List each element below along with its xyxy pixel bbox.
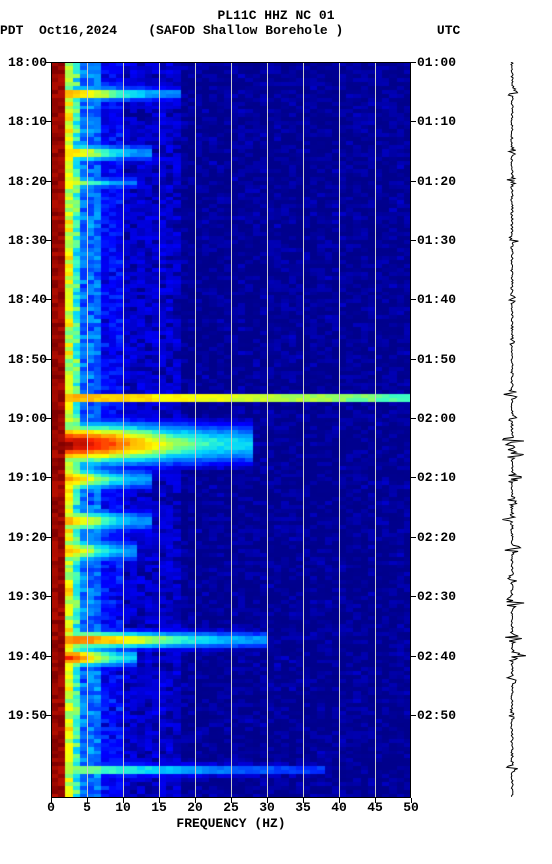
y-tick-right: 02:00 bbox=[417, 411, 456, 426]
y-tickmark bbox=[46, 715, 51, 716]
x-axis-label: FREQUENCY (HZ) bbox=[51, 816, 411, 831]
x-tickmark bbox=[339, 798, 340, 803]
station-code: PL11C HHZ NC 01 bbox=[0, 8, 552, 23]
y-tick-right: 02:40 bbox=[417, 649, 456, 664]
y-tick-right: 01:40 bbox=[417, 292, 456, 307]
y-tickmark bbox=[411, 537, 416, 538]
y-tick-left: 19:40 bbox=[8, 649, 47, 664]
y-tickmark bbox=[411, 240, 416, 241]
y-tickmark bbox=[411, 418, 416, 419]
date-line: PDT Oct16,2024 (SAFOD Shallow Borehole )… bbox=[0, 23, 552, 38]
gridline bbox=[231, 62, 232, 798]
y-tick-right: 02:20 bbox=[417, 530, 456, 545]
gridline bbox=[123, 62, 124, 798]
y-tick-right: 01:30 bbox=[417, 233, 456, 248]
y-tick-left: 18:10 bbox=[8, 114, 47, 129]
y-tick-left: 18:30 bbox=[8, 233, 47, 248]
y-tickmark bbox=[411, 596, 416, 597]
y-tickmark bbox=[46, 656, 51, 657]
y-tickmark bbox=[46, 418, 51, 419]
spectrogram-plot bbox=[51, 62, 411, 798]
y-tick-left: 18:40 bbox=[8, 292, 47, 307]
y-tickmark bbox=[411, 477, 416, 478]
y-tick-right: 01:20 bbox=[417, 174, 456, 189]
y-tickmark bbox=[46, 299, 51, 300]
y-tickmark bbox=[46, 62, 51, 63]
figure-header: PL11C HHZ NC 01 PDT Oct16,2024 (SAFOD Sh… bbox=[0, 8, 552, 38]
y-tickmark bbox=[411, 299, 416, 300]
y-tickmark bbox=[46, 537, 51, 538]
y-tickmark bbox=[46, 181, 51, 182]
y-tickmark bbox=[46, 596, 51, 597]
x-tickmark bbox=[375, 798, 376, 803]
y-tick-right: 02:30 bbox=[417, 589, 456, 604]
y-tick-left: 19:30 bbox=[8, 589, 47, 604]
gridline bbox=[159, 62, 160, 798]
y-tickmark bbox=[46, 121, 51, 122]
y-tickmark bbox=[411, 715, 416, 716]
seismogram-trace bbox=[488, 62, 536, 798]
y-tickmark bbox=[411, 359, 416, 360]
x-tickmark bbox=[195, 798, 196, 803]
y-tickmark bbox=[46, 359, 51, 360]
gridline bbox=[375, 62, 376, 798]
y-tick-left: 19:10 bbox=[8, 470, 47, 485]
x-tickmark bbox=[87, 798, 88, 803]
spectrogram-figure: { "header": { "station_line": "PL11C HHZ… bbox=[0, 0, 552, 864]
y-tick-right: 01:50 bbox=[417, 352, 456, 367]
y-tickmark bbox=[411, 656, 416, 657]
y-tickmark bbox=[411, 62, 416, 63]
y-tickmark bbox=[411, 121, 416, 122]
y-tick-right: 02:50 bbox=[417, 708, 456, 723]
y-tick-right: 02:10 bbox=[417, 470, 456, 485]
y-tick-left: 18:20 bbox=[8, 174, 47, 189]
gridline bbox=[87, 62, 88, 798]
y-tickmark bbox=[46, 240, 51, 241]
gridline bbox=[195, 62, 196, 798]
y-tick-right: 01:10 bbox=[417, 114, 456, 129]
x-tickmark bbox=[303, 798, 304, 803]
y-tick-left: 19:20 bbox=[8, 530, 47, 545]
waveform-path bbox=[502, 62, 526, 797]
y-tick-left: 19:50 bbox=[8, 708, 47, 723]
x-tickmark bbox=[159, 798, 160, 803]
gridline bbox=[303, 62, 304, 798]
y-tick-left: 18:00 bbox=[8, 55, 47, 70]
y-tickmark bbox=[46, 477, 51, 478]
y-tick-left: 18:50 bbox=[8, 352, 47, 367]
x-tickmark bbox=[231, 798, 232, 803]
x-tickmark bbox=[123, 798, 124, 803]
gridline bbox=[267, 62, 268, 798]
y-tick-right: 01:00 bbox=[417, 55, 456, 70]
x-tickmark bbox=[267, 798, 268, 803]
y-tickmark bbox=[411, 181, 416, 182]
x-tickmark bbox=[411, 798, 412, 803]
gridline bbox=[339, 62, 340, 798]
y-tick-left: 19:00 bbox=[8, 411, 47, 426]
x-tickmark bbox=[51, 798, 52, 803]
